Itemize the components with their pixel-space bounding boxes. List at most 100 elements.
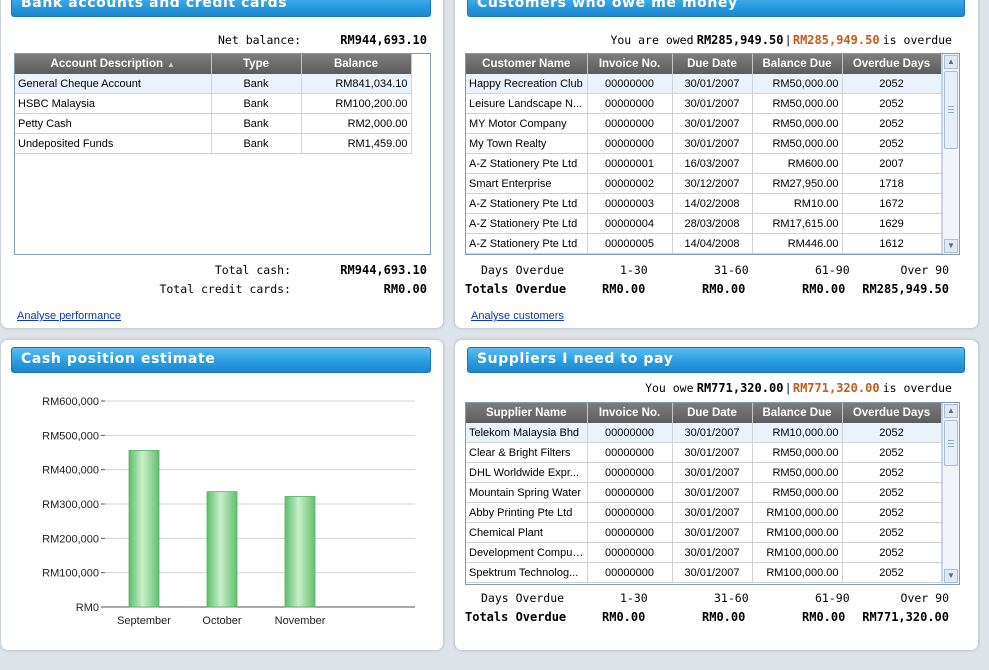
table-row[interactable]: Clear & Bright Filters 00000000 30/01/2007… bbox=[466, 442, 942, 463]
aging-bucket-over-90: Over 90 bbox=[900, 263, 949, 277]
invoice-no: 00000000 bbox=[587, 133, 673, 154]
analyse-performance-link[interactable]: Analyse performance bbox=[17, 310, 121, 322]
invoice-no: 00000004 bbox=[587, 213, 673, 234]
table-row[interactable]: My Town Realty 00000000 30/01/2007 RM50,000… bbox=[466, 133, 942, 154]
y-tick-label: RM500,000 bbox=[42, 430, 99, 442]
supplier-name: Telekom Malaysia Bhd bbox=[466, 423, 588, 443]
table-row[interactable]: Happy Recreation Club 00000000 30/01/2007 R… bbox=[466, 74, 942, 94]
balance-due: RM50,000.00 bbox=[752, 113, 843, 134]
invoice-no: 00000000 bbox=[587, 442, 673, 463]
table-row[interactable]: DHL Worldwide Expr... 00000000 30/01/2007 R… bbox=[466, 462, 942, 483]
column-header-invoice-no[interactable]: Invoice No. bbox=[587, 403, 673, 423]
bank-accounts-table[interactable]: Account Description ▲ Type Balance Genera… bbox=[14, 53, 431, 255]
overdue-days: 2007 bbox=[842, 153, 942, 174]
customers-table[interactable]: Customer Name Invoice No. Due Date Balan… bbox=[465, 53, 960, 255]
x-tick-label: October bbox=[202, 615, 241, 627]
customer-name: Smart Enterprise bbox=[466, 173, 588, 194]
owe-value: RM771,320.00 bbox=[696, 381, 784, 395]
invoice-no: 00000000 bbox=[587, 502, 673, 523]
column-header-balance-due[interactable]: Balance Due bbox=[752, 403, 843, 423]
invoice-no: 00000002 bbox=[587, 173, 673, 194]
bar bbox=[128, 450, 160, 608]
account-description: General Cheque Account bbox=[15, 74, 212, 94]
table-row[interactable]: Development Comput... 00000000 30/01/2007 R… bbox=[466, 542, 942, 563]
table-row[interactable]: HSBC Malaysia Bank RM100,200.00 bbox=[15, 93, 412, 114]
overdue-days: 1672 bbox=[842, 193, 942, 214]
suppliers-table[interactable]: Supplier Name Invoice No. Due Date Balan… bbox=[465, 402, 960, 585]
scroll-down-icon[interactable]: ▼ bbox=[944, 239, 958, 253]
due-date: 30/01/2007 bbox=[672, 482, 753, 503]
table-row[interactable]: A-Z Stationery Pte Ltd 00000003 14/02/2008… bbox=[466, 193, 942, 214]
due-date: 28/03/2008 bbox=[672, 213, 753, 234]
overdue-days: 2052 bbox=[842, 93, 942, 114]
column-header-customer-name[interactable]: Customer Name bbox=[466, 54, 588, 74]
invoice-no: 00000000 bbox=[587, 542, 673, 563]
table-row[interactable]: A-Z Stationery Pte Ltd 00000001 16/03/2007… bbox=[466, 153, 942, 174]
overdue-days: 1612 bbox=[842, 233, 942, 254]
total-61-90: RM0.00 bbox=[802, 610, 846, 624]
account-type: Bank bbox=[211, 74, 302, 94]
bank-accounts-panel: Bank accounts and credit cards Net balan… bbox=[0, 0, 444, 329]
scroll-thumb[interactable] bbox=[944, 71, 958, 149]
column-header-overdue-days[interactable]: Overdue Days bbox=[842, 403, 942, 423]
net-balance-label: Net balance: bbox=[218, 33, 302, 47]
overdue-days: 2052 bbox=[842, 562, 942, 583]
scroll-down-icon[interactable]: ▼ bbox=[944, 569, 958, 583]
customer-name: Happy Recreation Club bbox=[466, 74, 588, 94]
customers-summary: You are owed RM285,949.50 | RM285,949.50… bbox=[610, 33, 952, 47]
table-row[interactable]: Undeposited Funds Bank RM1,459.00 bbox=[15, 133, 412, 154]
table-row[interactable]: A-Z Stationery Pte Ltd 00000005 14/04/2008… bbox=[466, 233, 942, 254]
table-row[interactable]: Mountain Spring Water 00000000 30/01/2007 R… bbox=[466, 482, 942, 503]
account-description: Petty Cash bbox=[15, 113, 212, 134]
due-date: 30/01/2007 bbox=[672, 502, 753, 523]
total-31-60: RM0.00 bbox=[702, 610, 746, 624]
column-header-supplier-name[interactable]: Supplier Name bbox=[466, 403, 588, 423]
table-row[interactable]: Leisure Landscape N... 00000000 30/01/2007… bbox=[466, 93, 942, 114]
table-row[interactable]: Abby Printing Pte Ltd 00000000 30/01/2007 R… bbox=[466, 502, 942, 523]
y-tick-label: RM600,000 bbox=[42, 396, 99, 408]
balance-due: RM17,615.00 bbox=[752, 213, 843, 234]
overdue-days: 2052 bbox=[842, 542, 942, 563]
balance-due: RM100,000.00 bbox=[752, 562, 843, 583]
table-row[interactable]: Smart Enterprise 00000002 30/12/2007 RM27,9… bbox=[466, 173, 942, 194]
column-header-overdue-days[interactable]: Overdue Days bbox=[842, 54, 942, 74]
table-row[interactable]: Spektrum Technolog... 00000000 30/01/2007 R… bbox=[466, 562, 942, 583]
balance-due: RM100,000.00 bbox=[752, 542, 843, 563]
days-overdue-label: Days Overdue bbox=[481, 263, 565, 277]
sort-ascending-icon: ▲ bbox=[167, 60, 175, 69]
column-header-invoice-no[interactable]: Invoice No. bbox=[587, 54, 673, 74]
table-row[interactable]: Telekom Malaysia Bhd 00000000 30/01/2007 RM… bbox=[466, 423, 942, 443]
account-type: Bank bbox=[211, 133, 302, 154]
table-row[interactable]: MY Motor Company 00000000 30/01/2007 RM50,0… bbox=[466, 113, 942, 134]
invoice-no: 00000000 bbox=[587, 93, 673, 114]
balance-due: RM100,000.00 bbox=[752, 502, 843, 523]
balance-due: RM100,000.00 bbox=[752, 522, 843, 543]
column-header-due-date[interactable]: Due Date bbox=[672, 403, 753, 423]
total-over-90: RM285,949.50 bbox=[862, 282, 949, 296]
analyse-customers-link[interactable]: Analyse customers bbox=[471, 310, 564, 322]
table-row[interactable]: General Cheque Account Bank RM841,034.10 bbox=[15, 74, 412, 94]
overdue-days: 2052 bbox=[842, 482, 942, 503]
owed-value: RM285,949.50 bbox=[696, 33, 784, 47]
table-row[interactable]: Petty Cash Bank RM2,000.00 bbox=[15, 113, 412, 134]
column-header-due-date[interactable]: Due Date bbox=[672, 54, 753, 74]
scroll-thumb[interactable] bbox=[944, 420, 958, 466]
customer-name: A-Z Stationery Pte Ltd bbox=[466, 233, 588, 254]
scroll-up-icon[interactable]: ▲ bbox=[944, 404, 958, 418]
table-row[interactable]: A-Z Stationery Pte Ltd 00000004 28/03/2008… bbox=[466, 213, 942, 234]
customers-scrollbar[interactable]: ▲ ▼ bbox=[942, 54, 959, 254]
column-header-account-description[interactable]: Account Description ▲ bbox=[15, 54, 212, 74]
column-header-balance[interactable]: Balance bbox=[301, 54, 412, 74]
balance-due: RM27,950.00 bbox=[752, 173, 843, 194]
due-date: 14/02/2008 bbox=[672, 193, 753, 214]
customer-name: A-Z Stationery Pte Ltd bbox=[466, 213, 588, 234]
cash-position-panel: Cash position estimate RM0 RM100,000 RM200… bbox=[0, 339, 444, 651]
invoice-no: 00000001 bbox=[587, 153, 673, 174]
table-row[interactable]: Chemical Plant 00000000 30/01/2007 RM100,00… bbox=[466, 522, 942, 543]
column-header-type[interactable]: Type bbox=[211, 54, 302, 74]
suppliers-scrollbar[interactable]: ▲ ▼ bbox=[942, 403, 959, 584]
balance-due: RM50,000.00 bbox=[752, 133, 843, 154]
column-header-balance-due[interactable]: Balance Due bbox=[752, 54, 843, 74]
table-header-row: Customer Name Invoice No. Due Date Balan… bbox=[466, 54, 942, 74]
scroll-up-icon[interactable]: ▲ bbox=[944, 55, 958, 69]
